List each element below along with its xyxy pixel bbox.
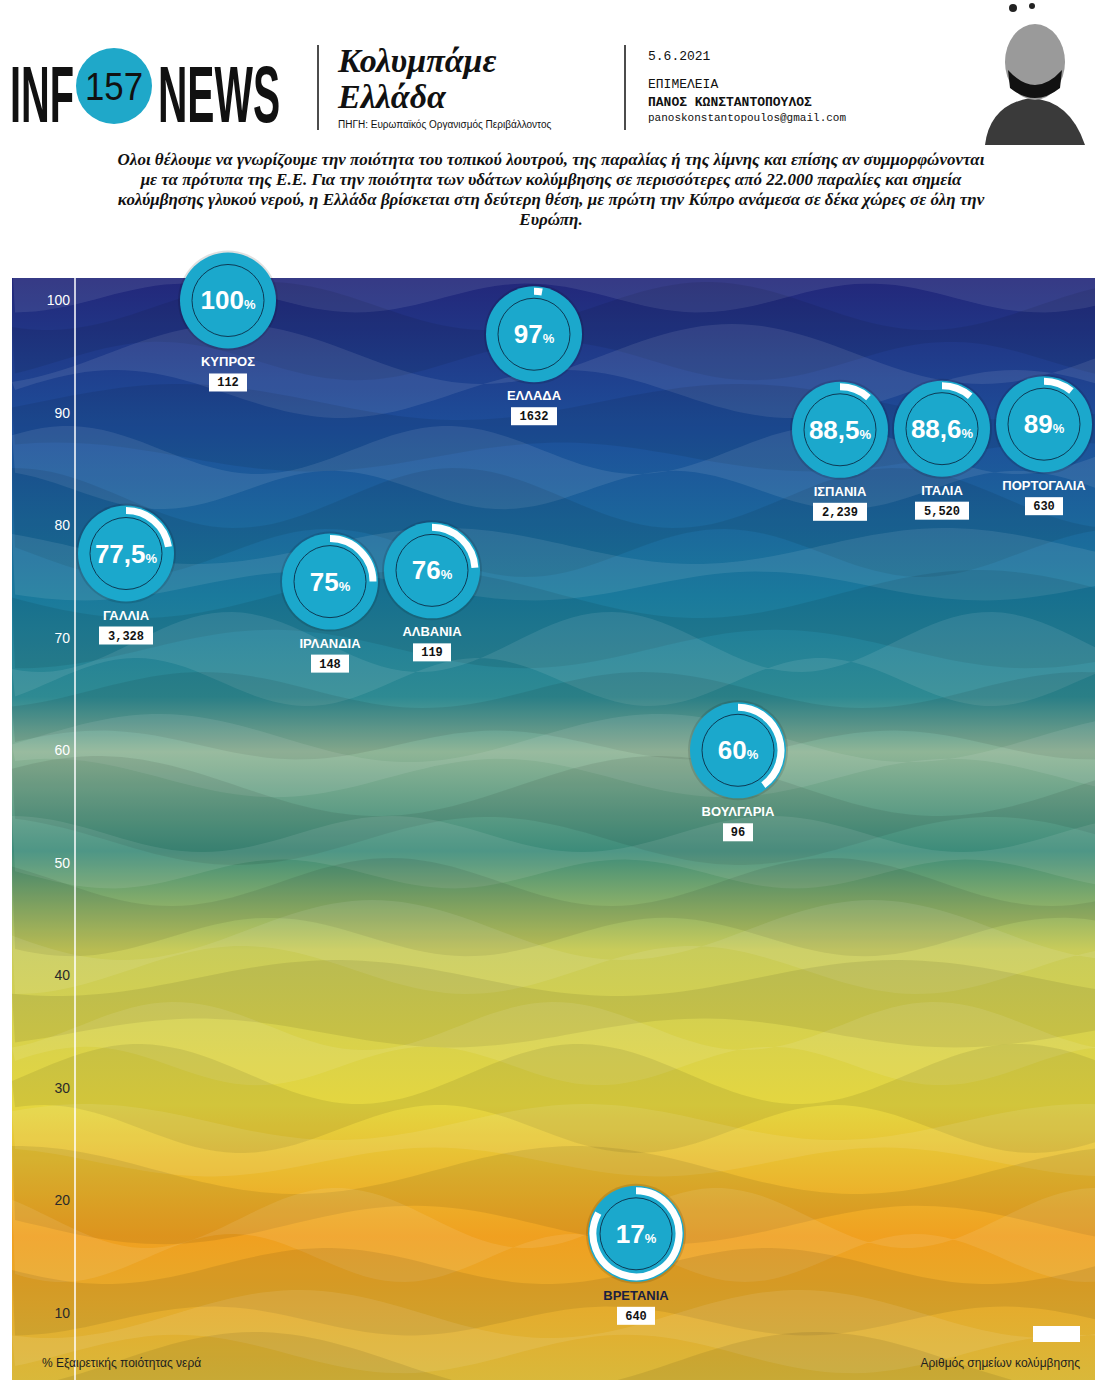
svg-text:60%: 60%: [718, 735, 759, 765]
svg-text:60: 60: [54, 742, 70, 758]
svg-text:ΠΗΓΗ: Ευρωπαϊκός Οργανισμός Πε: ΠΗΓΗ: Ευρωπαϊκός Οργανισμός Περιβάλλοντο…: [338, 119, 551, 130]
svg-text:157: 157: [85, 66, 143, 108]
svg-text:630: 630: [1033, 500, 1055, 514]
svg-text:76%: 76%: [412, 555, 453, 585]
svg-text:88,6%: 88,6%: [911, 414, 974, 444]
svg-text:ΕΛΛΑΔΑ: ΕΛΛΑΔΑ: [507, 388, 562, 403]
svg-text:50: 50: [54, 855, 70, 871]
svg-text:2,239: 2,239: [822, 506, 858, 520]
svg-text:88,5%: 88,5%: [809, 415, 872, 445]
svg-text:70: 70: [54, 630, 70, 646]
svg-text:ΠΟΡΤΟΓΑΛΙΑ: ΠΟΡΤΟΓΑΛΙΑ: [1002, 478, 1086, 493]
svg-text:3,328: 3,328: [108, 630, 144, 644]
svg-text:1632: 1632: [520, 410, 549, 424]
svg-text:ΒΡΕΤΑΝΙΑ: ΒΡΕΤΑΝΙΑ: [603, 1288, 669, 1303]
svg-text:10: 10: [54, 1305, 70, 1321]
svg-text:119: 119: [421, 646, 443, 660]
svg-text:30: 30: [54, 1080, 70, 1096]
svg-text:77,5%: 77,5%: [95, 539, 158, 569]
svg-text:panoskonstantopoulos@gmail.com: panoskonstantopoulos@gmail.com: [648, 112, 846, 124]
svg-text:148: 148: [319, 658, 341, 672]
svg-text:ΚΥΠΡΟΣ: ΚΥΠΡΟΣ: [201, 354, 255, 369]
svg-text:ΑΛΒΑΝΙΑ: ΑΛΒΑΝΙΑ: [402, 624, 462, 639]
svg-text:80: 80: [54, 517, 70, 533]
svg-text:40: 40: [54, 967, 70, 983]
svg-text:75%: 75%: [310, 567, 351, 597]
svg-text:100%: 100%: [201, 285, 256, 315]
svg-text:ΙΣΠΑΝΙΑ: ΙΣΠΑΝΙΑ: [814, 484, 867, 499]
svg-text:20: 20: [54, 1192, 70, 1208]
svg-text:17%: 17%: [616, 1219, 657, 1249]
svg-text:NEWS: NEWS: [158, 50, 280, 139]
svg-text:5,520: 5,520: [924, 505, 960, 519]
svg-text:100: 100: [47, 292, 71, 308]
svg-text:89%: 89%: [1024, 409, 1065, 439]
svg-text:112: 112: [217, 376, 239, 390]
svg-text:90: 90: [54, 405, 70, 421]
svg-text:Ελλάδα: Ελλάδα: [337, 78, 447, 115]
svg-text:97%: 97%: [514, 319, 555, 349]
svg-text:Κολυμπάμε: Κολυμπάμε: [337, 42, 496, 79]
svg-text:ΓΑΛΛΙΑ: ΓΑΛΛΙΑ: [103, 608, 150, 623]
svg-text:ΙΡΛΑΝΔΙΑ: ΙΡΛΑΝΔΙΑ: [299, 636, 361, 651]
svg-text:ΙΤΑΛΙΑ: ΙΤΑΛΙΑ: [921, 483, 963, 498]
svg-text:INF: INF: [10, 50, 74, 139]
svg-text:ΠΑΝΟΣ ΚΩΝΣΤΑΝΤΟΠΟΥΛΟΣ: ΠΑΝΟΣ ΚΩΝΣΤΑΝΤΟΠΟΥΛΟΣ: [648, 95, 812, 110]
svg-text:640: 640: [625, 1310, 647, 1324]
svg-text:ΒΟΥΛΓΑΡΙΑ: ΒΟΥΛΓΑΡΙΑ: [702, 804, 775, 819]
svg-text:5.6.2021: 5.6.2021: [648, 49, 711, 64]
svg-text:ΕΠΙΜΕΛΕΙΑ: ΕΠΙΜΕΛΕΙΑ: [648, 77, 718, 92]
svg-text:96: 96: [731, 826, 745, 840]
